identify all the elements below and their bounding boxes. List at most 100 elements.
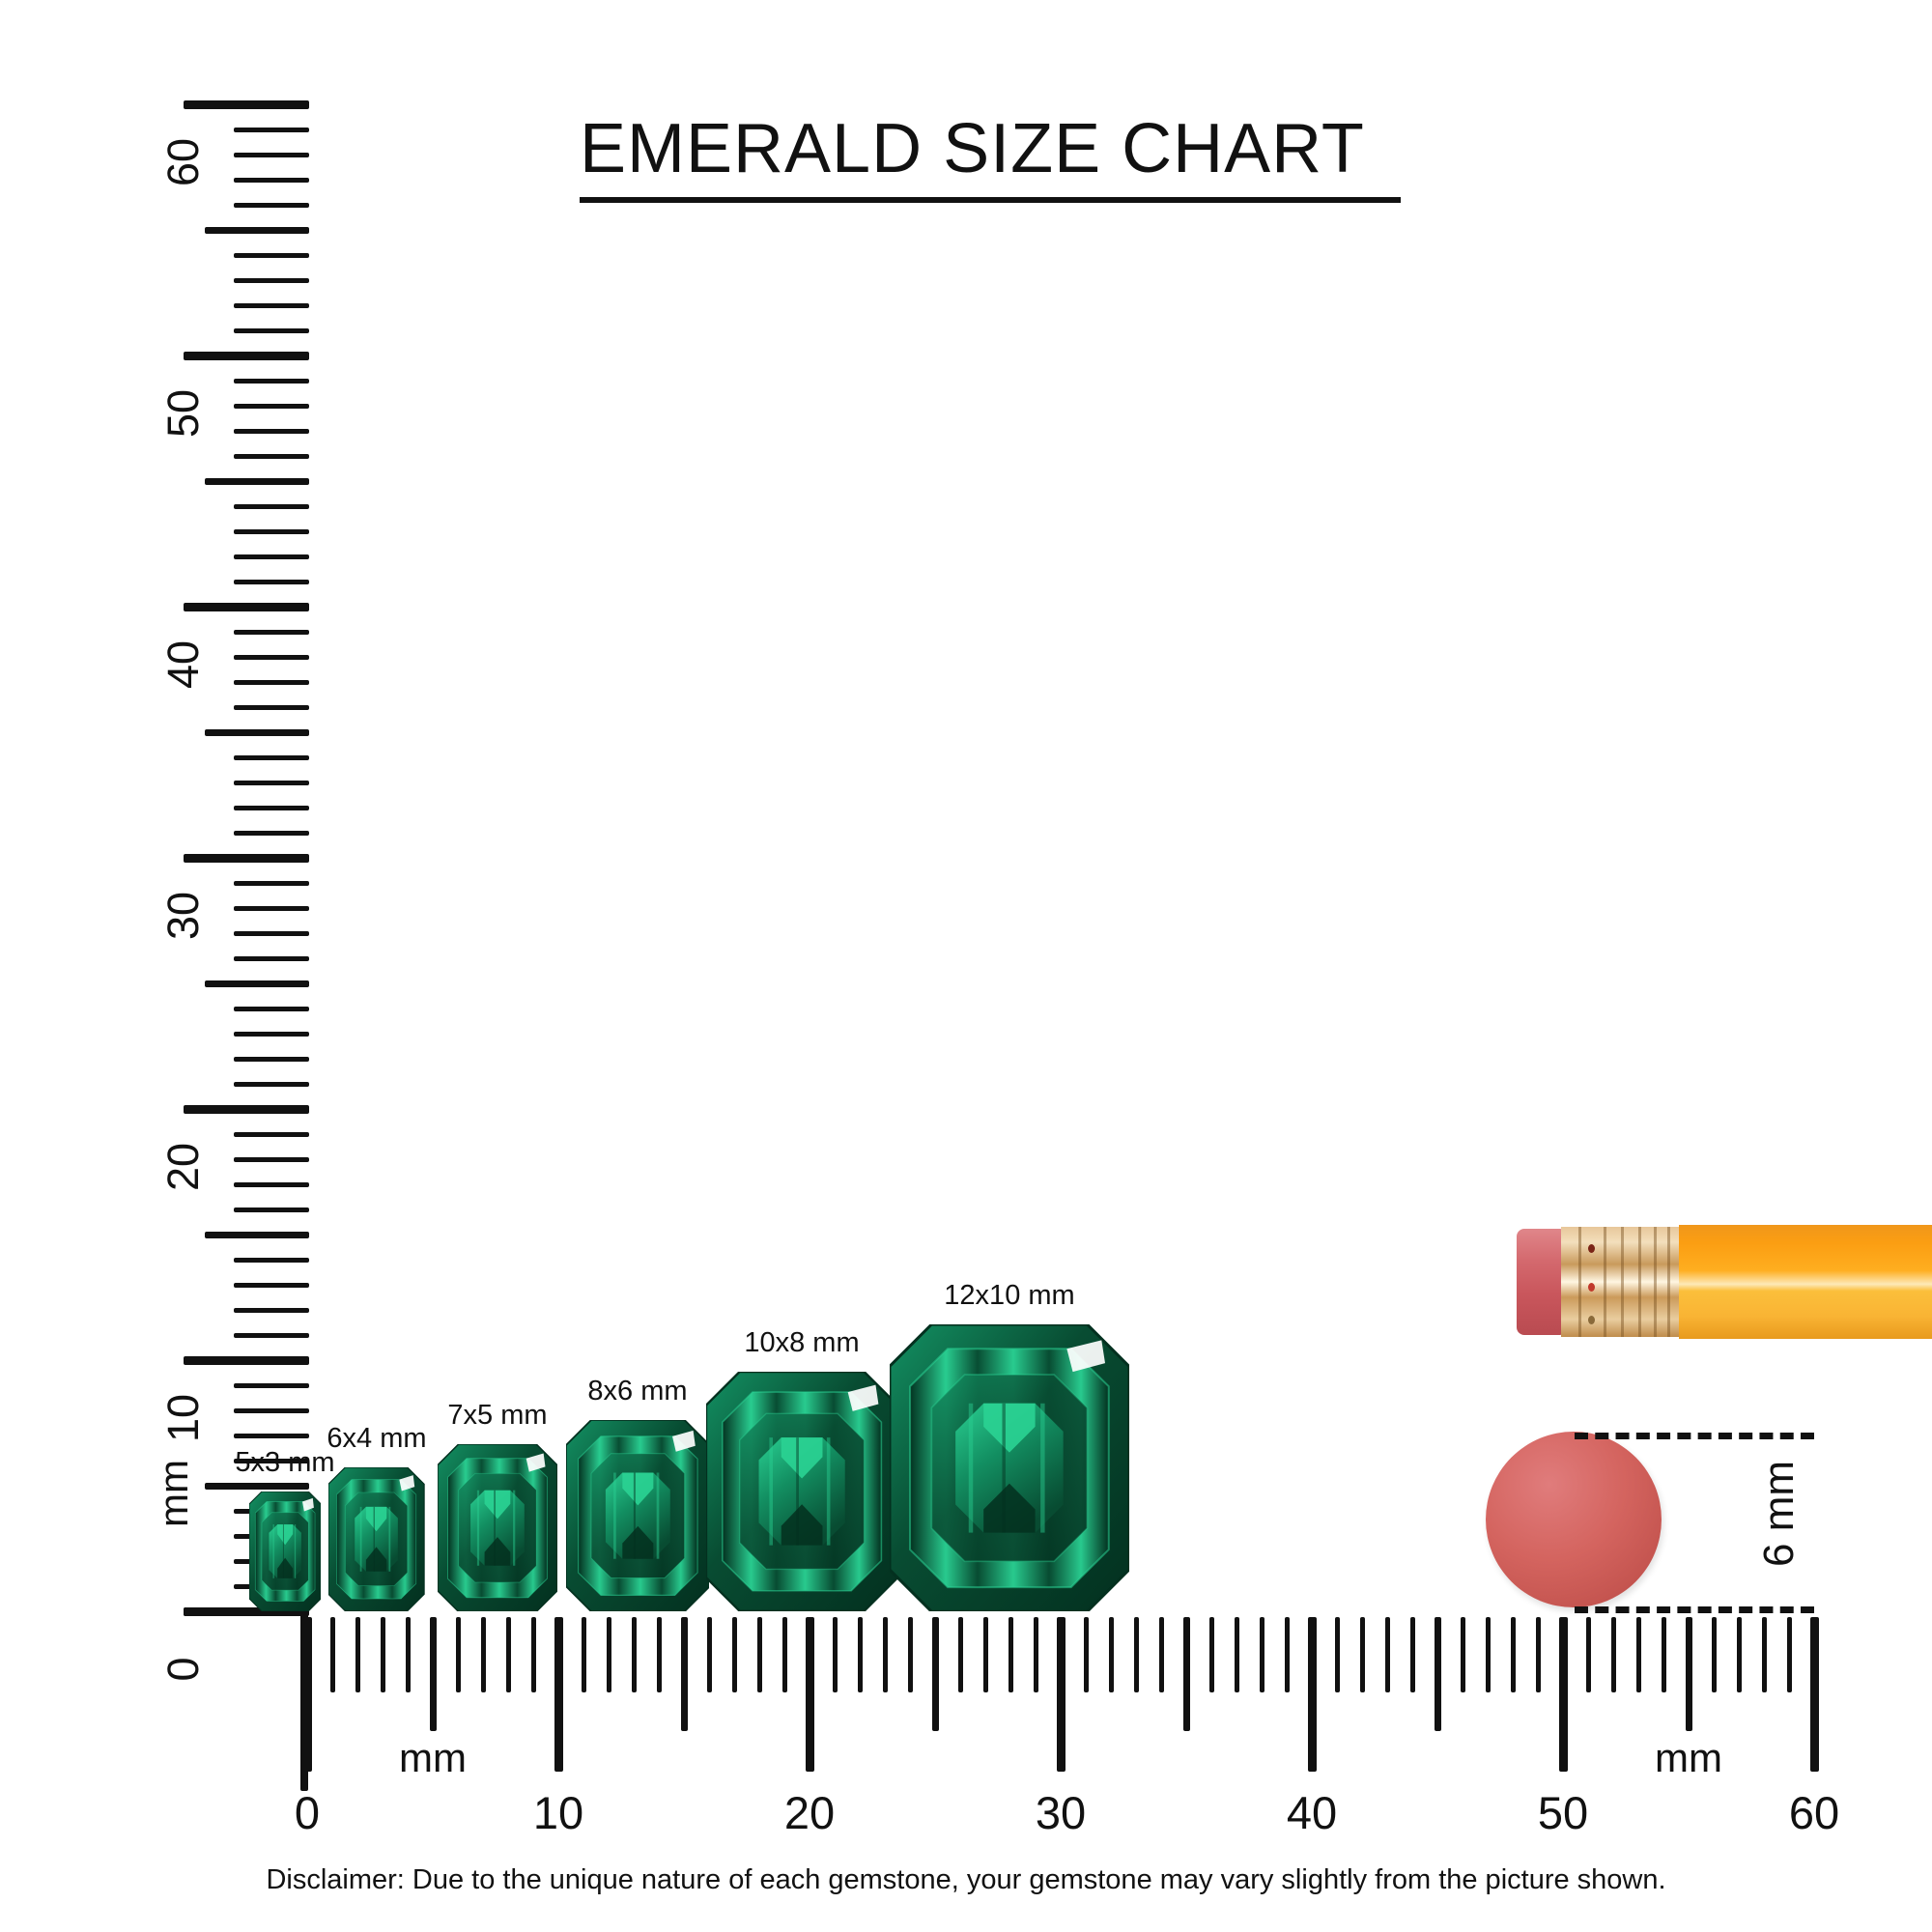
- hruler-tick-51: [1585, 1617, 1591, 1692]
- hruler-tick-37: [1234, 1617, 1239, 1692]
- hruler-label-0: 0: [294, 1787, 321, 1838]
- vruler-tick-44: [234, 503, 309, 509]
- vruler-tick-31: [234, 830, 309, 836]
- hruler-label-20: 20: [783, 1787, 836, 1838]
- hruler-tick-49: [1535, 1617, 1541, 1692]
- hruler-tick-33: [1133, 1617, 1139, 1692]
- vruler-tick-34: [234, 754, 309, 760]
- gem-8-by-6mm[interactable]: [564, 1418, 711, 1612]
- callout-dash-bottom: [1575, 1606, 1814, 1613]
- vruler-tick-21: [234, 1081, 309, 1087]
- pencil-image: [1517, 1225, 1932, 1339]
- vruler-tick-30: [184, 853, 309, 863]
- vruler-tick-36: [234, 704, 309, 710]
- hruler-label-50: 50: [1537, 1787, 1589, 1838]
- hruler-tick-35: [1182, 1617, 1190, 1731]
- vruler-tick-38: [234, 654, 309, 660]
- hruler-tick-14: [656, 1617, 662, 1692]
- emerald-cut-shape: [564, 1418, 711, 1612]
- hruler-tick-54: [1661, 1617, 1666, 1692]
- vruler-tick-8: [234, 1407, 309, 1413]
- vruler-tick-43: [234, 528, 309, 534]
- hruler-tick-7: [480, 1617, 486, 1692]
- gem-10-by-8mm[interactable]: [704, 1371, 899, 1613]
- gem-label-2: 7x5 mm: [447, 1399, 548, 1431]
- hruler-tick-17: [731, 1617, 737, 1692]
- vruler-tick-39: [234, 629, 309, 635]
- vruler-tick-53: [234, 277, 309, 283]
- gem-label-5: 12x10 mm: [944, 1279, 1075, 1311]
- vruler-tick-12: [234, 1307, 309, 1313]
- vruler-tick-59: [234, 127, 309, 132]
- hruler-label-40: 40: [1286, 1787, 1338, 1838]
- gem-label-0: 5x3 mm: [235, 1447, 335, 1479]
- gem-7-by-5mm[interactable]: [437, 1442, 558, 1612]
- vruler-tick-46: [234, 453, 309, 459]
- hruler-unit-label-5: mm: [399, 1735, 467, 1780]
- vruler-tick-57: [234, 177, 309, 183]
- vruler-tick-54: [234, 252, 309, 258]
- hruler-tick-32: [1108, 1617, 1114, 1692]
- hruler-label-60: 60: [1788, 1787, 1840, 1838]
- hruler-label-10: 10: [532, 1787, 584, 1838]
- vruler-tick-10: [184, 1355, 309, 1365]
- hruler-tick-31: [1083, 1617, 1089, 1692]
- disclaimer-text: Disclaimer: Due to the unique nature of …: [266, 1864, 1666, 1895]
- hruler-tick-27: [982, 1617, 988, 1692]
- vruler-tick-47: [234, 428, 309, 434]
- vruler-tick-18: [234, 1156, 309, 1162]
- hruler-tick-21: [832, 1617, 838, 1692]
- vruler-tick-37: [234, 679, 309, 685]
- vruler-tick-35: [205, 728, 309, 736]
- vruler-tick-26: [234, 955, 309, 961]
- vruler-tick-42: [234, 554, 309, 559]
- gem-12-by-10mm[interactable]: [888, 1322, 1131, 1613]
- emerald-cut-shape: [704, 1371, 899, 1613]
- hruler-tick-5: [429, 1617, 437, 1731]
- vruler-tick-32: [234, 805, 309, 810]
- vruler-tick-33: [234, 780, 309, 785]
- vruler-tick-5: [205, 1482, 309, 1490]
- gem-5-by-3mm[interactable]: [248, 1491, 322, 1612]
- hruler-tick-30: [1056, 1617, 1065, 1772]
- chart-title-text: EMERALD SIZE CHART: [580, 110, 1365, 187]
- hruler-tick-39: [1284, 1617, 1290, 1692]
- emerald-cut-shape: [888, 1322, 1131, 1613]
- hruler-tick-36: [1208, 1617, 1214, 1692]
- hruler-tick-41: [1334, 1617, 1340, 1692]
- pencil-ferrule: [1561, 1227, 1681, 1337]
- hruler-tick-57: [1736, 1617, 1742, 1692]
- hruler-tick-38: [1259, 1617, 1264, 1692]
- vruler-tick-15: [205, 1231, 309, 1238]
- hruler-tick-52: [1610, 1617, 1616, 1692]
- gem-label-4: 10x8 mm: [744, 1327, 860, 1359]
- hruler-tick-22: [857, 1617, 863, 1692]
- hruler-tick-45: [1434, 1617, 1441, 1731]
- hruler-tick-25: [931, 1617, 939, 1731]
- pencil-body: [1679, 1225, 1932, 1339]
- vruler-tick-55: [205, 226, 309, 234]
- hruler-tick-59: [1786, 1617, 1792, 1692]
- vruler-tick-58: [234, 152, 309, 157]
- vruler-tick-11: [234, 1332, 309, 1338]
- hruler-tick-43: [1384, 1617, 1390, 1692]
- vruler-tick-14: [234, 1257, 309, 1263]
- eraser-top-circle: [1486, 1432, 1662, 1607]
- vruler-tick-51: [234, 327, 309, 333]
- hruler-tick-13: [631, 1617, 637, 1692]
- hruler-tick-12: [606, 1617, 611, 1692]
- hruler-tick-47: [1485, 1617, 1491, 1692]
- hruler-tick-2: [355, 1617, 360, 1692]
- vruler-tick-41: [234, 579, 309, 584]
- hruler-tick-24: [907, 1617, 913, 1692]
- gem-6-by-4mm[interactable]: [327, 1466, 426, 1612]
- vruler-tick-6: [234, 1458, 309, 1463]
- vruler-tick-52: [234, 302, 309, 308]
- page-title: EMERALD SIZE CHART: [580, 114, 1401, 203]
- hruler-tick-6: [455, 1617, 461, 1692]
- callout-dash-top: [1575, 1433, 1814, 1439]
- hruler-tick-50: [1558, 1617, 1568, 1772]
- hruler-tick-3: [380, 1617, 385, 1692]
- hruler-tick-42: [1359, 1617, 1365, 1692]
- vruler-tick-25: [205, 980, 309, 987]
